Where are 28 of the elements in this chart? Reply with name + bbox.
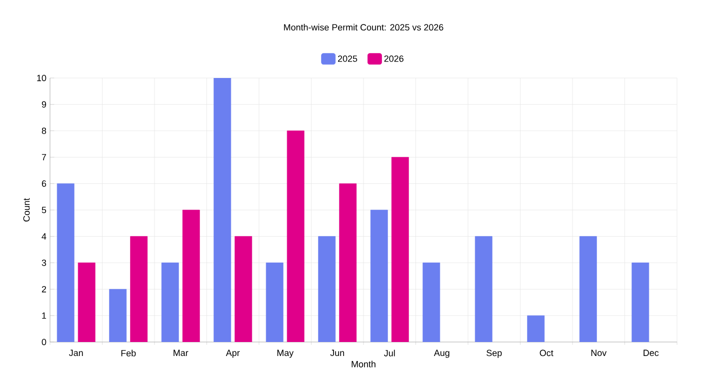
y-tick-label: 2 (42, 286, 46, 292)
y-tick-label: 9 (42, 101, 46, 108)
x-tick-label: Sep (486, 350, 502, 358)
legend-label: 2025 (338, 55, 358, 62)
y-tick-label: 10 (37, 74, 46, 82)
chart-title: Month-wise Permit Count: 2025 vs 2026 (284, 24, 444, 31)
x-tick-label: Nov (591, 350, 607, 356)
y-axis-title: Count (23, 198, 30, 222)
y-tick-label: 7 (42, 154, 46, 160)
x-tick-label: Dec (644, 350, 659, 356)
x-tick-label: Feb (121, 350, 136, 356)
y-tick-label: 8 (42, 128, 46, 134)
y-tick-label: 1 (42, 312, 46, 319)
y-tick-label: 0 (42, 338, 46, 346)
x-tick-label: Jan (69, 350, 83, 356)
y-tick-label: 4 (42, 233, 46, 240)
x-tick-label: Jun (330, 350, 344, 356)
x-tick-label: Mar (174, 350, 188, 356)
y-tick-label: 3 (42, 260, 46, 266)
legend-label: 2026 (384, 55, 404, 62)
y-tick-label: 6 (42, 180, 46, 187)
x-tick-label: Aug (434, 350, 450, 358)
x-tick-label: May (277, 350, 294, 358)
y-tick-label: 5 (42, 206, 46, 214)
x-axis-title: Month (352, 360, 376, 368)
x-tick-label: Jul (384, 350, 395, 356)
x-tick-label: Apr (226, 350, 240, 358)
x-tick-label: Oct (540, 350, 554, 356)
